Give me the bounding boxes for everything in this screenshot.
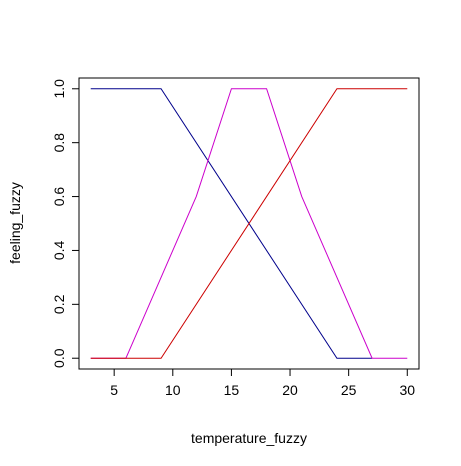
series-line-1 [90,88,373,359]
series-layer [90,88,408,359]
y-tick-label: 0.6 [51,187,67,207]
y-tick-label: 0.0 [51,348,67,368]
y-tick-label: 0.4 [51,241,67,261]
x-tick-label: 5 [110,382,118,398]
series-line-3 [90,88,408,359]
x-axis: 5 10 15 20 25 30 [110,368,415,398]
series-line-2 [90,88,408,359]
x-tick-label: 15 [224,382,240,398]
y-tick-label: 0.8 [51,133,67,153]
y-tick-label: 1.0 [51,79,67,99]
x-tick-label: 25 [341,382,357,398]
x-axis-title: temperature_fuzzy [191,430,307,446]
y-axis: 0.0 0.2 0.4 0.6 0.8 1.0 [51,79,80,368]
x-tick-label: 20 [282,382,298,398]
y-tick-label: 0.2 [51,294,67,314]
x-tick-label: 30 [399,382,415,398]
y-axis-title: feeling_fuzzy [7,182,23,264]
x-tick-label: 10 [165,382,181,398]
